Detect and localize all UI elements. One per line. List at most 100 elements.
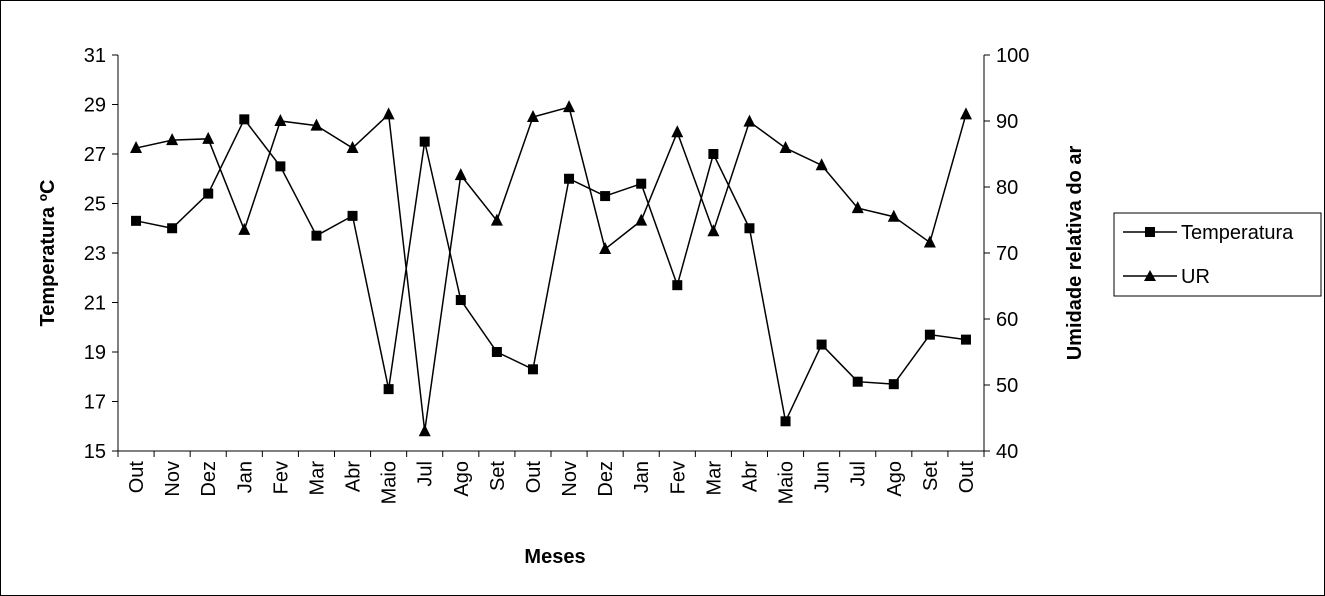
y-tick-label: 27 <box>84 144 106 166</box>
x-tick-label: Out <box>523 461 545 494</box>
x-tick-label: Ago <box>451 461 473 497</box>
legend-marker-temperatura <box>1145 227 1155 237</box>
data-point-temperatura <box>383 384 394 395</box>
y2-tick-label: 60 <box>996 309 1018 331</box>
x-tick-label: Maio <box>776 461 798 504</box>
y-tick-label: 31 <box>84 45 106 67</box>
data-point-ur <box>454 168 467 181</box>
data-point-ur <box>779 141 792 154</box>
data-point-ur <box>130 141 143 154</box>
x-tick-label: Set <box>487 461 509 491</box>
x-tick-label: Nov <box>162 461 184 497</box>
data-point-ur <box>671 125 684 138</box>
data-point-temperatura <box>419 136 430 147</box>
series-line-ur <box>135 106 967 432</box>
data-point-temperatura <box>491 347 502 357</box>
data-point-ur <box>599 242 612 255</box>
data-point-temperatura <box>275 161 286 172</box>
x-tick-label: Set <box>920 461 942 491</box>
data-point-temperatura <box>527 364 538 375</box>
data-point-temperatura <box>888 379 899 390</box>
data-point-temperatura <box>455 295 466 306</box>
data-point-temperatura <box>131 215 142 226</box>
legend-marker-ur <box>1144 270 1156 281</box>
y-axis-title: Temperatura ºC <box>37 180 59 327</box>
x-tick-label: Out <box>956 461 978 494</box>
axes-layer: 15 17 19 21 23 25 27 29 31 40 50 60 70 80 90 100 Out Nov D… <box>84 45 1030 504</box>
data-point-temperatura <box>564 173 575 184</box>
data-point-temperatura <box>347 210 358 221</box>
data-point-ur <box>238 222 251 235</box>
data-point-ur <box>166 133 179 146</box>
y-tick-label: 21 <box>84 293 106 315</box>
legend-label-temperatura: Temperatura <box>1181 222 1294 244</box>
x-tick-label: Dez <box>595 461 617 497</box>
y-tick-label: 17 <box>84 392 106 414</box>
data-point-temperatura <box>744 223 755 234</box>
data-point-temperatura <box>203 188 214 199</box>
legend: Temperatura UR <box>1113 212 1322 297</box>
data-point-temperatura <box>816 339 827 350</box>
x-tick-label: Fev <box>667 461 689 494</box>
series-layer <box>130 100 972 437</box>
x-tick-label: Mar <box>703 461 725 496</box>
x-tick-label: Nov <box>559 461 581 497</box>
x-tick-label: Jan <box>631 461 653 493</box>
y-tick-label: 15 <box>84 441 106 463</box>
data-point-temperatura <box>780 416 791 427</box>
x-tick-label: Abr <box>343 461 365 492</box>
x-axis-title: Meses <box>524 546 585 568</box>
data-point-ur <box>635 213 648 226</box>
y-tick-label: 29 <box>84 95 106 117</box>
y2-tick-label: 80 <box>996 177 1018 199</box>
data-point-temperatura <box>852 376 863 387</box>
x-tick-label: Mar <box>306 461 328 496</box>
series-line-temperatura <box>135 117 967 424</box>
data-point-ur <box>202 131 215 144</box>
legend-box <box>1113 212 1322 297</box>
data-point-ur <box>382 107 395 120</box>
y2-tick-label: 100 <box>996 45 1029 67</box>
y2-tick-label: 70 <box>996 243 1018 265</box>
data-point-temperatura <box>167 223 178 234</box>
data-point-temperatura <box>311 230 322 241</box>
x-tick-label: Out <box>126 461 148 494</box>
x-tick-label: Maio <box>379 461 401 504</box>
data-point-ur <box>346 141 359 154</box>
data-point-ur <box>923 235 936 248</box>
data-point-ur <box>851 201 864 214</box>
data-point-ur <box>274 114 287 126</box>
data-point-temperatura <box>672 280 683 291</box>
y-tick-label: 19 <box>84 342 106 364</box>
y-tick-label: 25 <box>84 194 106 216</box>
data-point-ur <box>887 209 900 222</box>
y-tick-label: 23 <box>84 243 106 265</box>
y2-tick-label: 90 <box>996 111 1018 133</box>
x-tick-label: Abr <box>739 461 761 492</box>
data-point-ur <box>707 224 720 237</box>
data-point-ur <box>490 213 503 226</box>
y2-axis-title: Umidade relativa do ar <box>1064 146 1086 361</box>
data-point-temperatura <box>960 334 971 345</box>
x-tick-label: Jun <box>812 461 834 493</box>
data-point-ur <box>526 110 539 123</box>
x-tick-label: Fev <box>270 461 292 494</box>
data-point-temperatura <box>924 329 935 340</box>
x-tick-label: Ago <box>884 461 906 497</box>
legend-label-ur: UR <box>1181 266 1210 288</box>
data-point-ur <box>815 158 828 171</box>
y2-tick-label: 50 <box>996 375 1018 397</box>
x-tick-label: Dez <box>198 461 220 497</box>
data-point-ur <box>563 100 576 113</box>
data-point-temperatura <box>636 178 647 189</box>
data-point-temperatura <box>600 191 611 202</box>
y2-tick-label: 40 <box>996 441 1018 463</box>
x-tick-label: Jan <box>234 461 256 493</box>
data-point-temperatura <box>708 149 719 159</box>
x-tick-label: Jul <box>415 461 437 487</box>
data-point-ur <box>743 114 756 127</box>
data-point-ur <box>310 118 323 131</box>
data-point-temperatura <box>239 114 250 125</box>
